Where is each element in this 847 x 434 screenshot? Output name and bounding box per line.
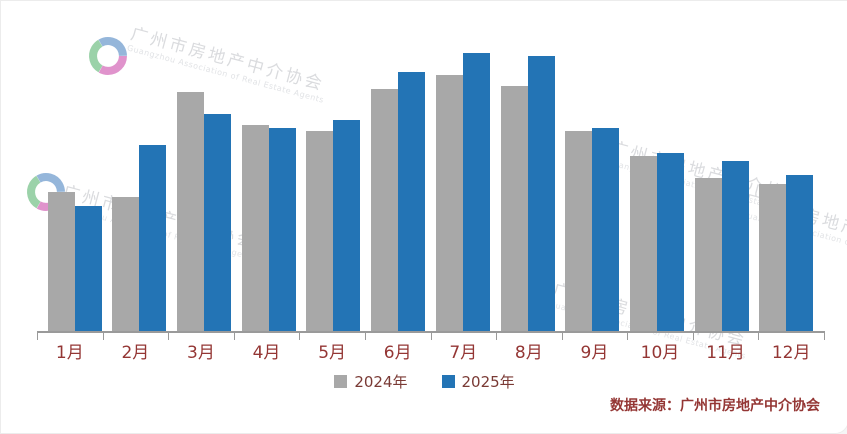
bar-2025年-7月 — [462, 52, 490, 331]
axis-tick — [627, 331, 629, 340]
bar-group-7月 — [435, 25, 490, 331]
x-label-9月: 9月 — [580, 343, 609, 363]
bar-2025年-9月 — [592, 127, 620, 331]
bar-2025年-6月 — [398, 72, 426, 331]
legend-swatch-icon — [441, 375, 455, 388]
axis-tick — [233, 331, 235, 340]
bar-group-6月 — [371, 25, 426, 331]
bar-group-10月 — [629, 25, 684, 331]
bar-2025年-4月 — [268, 127, 296, 331]
axis-tick — [561, 331, 563, 340]
bar-2024年-11月 — [694, 178, 722, 331]
x-label-1月: 1月 — [55, 343, 84, 363]
bar-2024年-8月 — [500, 86, 528, 331]
axis-tick — [168, 331, 170, 340]
bar-2025年-2月 — [139, 144, 167, 331]
x-label-12月: 12月 — [771, 343, 811, 363]
bar-group-1月 — [47, 25, 102, 331]
axis-tick — [299, 331, 301, 340]
bar-2024年-5月 — [306, 130, 334, 331]
bar-2025年-10月 — [656, 152, 684, 331]
x-label-7月: 7月 — [449, 343, 478, 363]
bar-2025年-3月 — [204, 114, 232, 331]
bar-group-11月 — [694, 25, 749, 331]
bar-2024年-3月 — [177, 91, 205, 331]
legend-item-2024年: 2024年 — [334, 371, 408, 392]
bar-group-12月 — [759, 25, 814, 331]
plot-area — [37, 25, 824, 333]
axis-tick — [496, 331, 498, 340]
axis-tick — [37, 331, 38, 340]
x-axis-ticks — [37, 331, 825, 340]
bar-2024年-7月 — [435, 75, 463, 331]
bar-2025年-12月 — [786, 175, 814, 331]
bar-2024年-12月 — [759, 183, 787, 331]
bar-group-9月 — [565, 25, 620, 331]
axis-tick — [102, 331, 104, 340]
bar-group-3月 — [177, 25, 232, 331]
legend-swatch-icon — [334, 375, 348, 388]
legend-label: 2024年 — [354, 373, 408, 391]
x-label-6月: 6月 — [383, 343, 412, 363]
bar-group-5月 — [306, 25, 361, 331]
x-label-10月: 10月 — [640, 343, 680, 363]
axis-tick — [430, 331, 432, 340]
data-source-label: 数据来源：广州市房地产中介协会 — [610, 398, 820, 414]
bar-2025年-5月 — [333, 119, 361, 331]
legend-item-2025年: 2025年 — [441, 371, 515, 392]
x-label-8月: 8月 — [514, 343, 543, 363]
bar-2024年-10月 — [629, 155, 657, 331]
bar-group-2月 — [112, 25, 167, 331]
axis-tick — [364, 331, 366, 340]
x-label-3月: 3月 — [187, 343, 215, 363]
axis-tick — [758, 331, 760, 340]
bar-2024年-4月 — [241, 125, 269, 331]
axis-tick — [692, 331, 694, 340]
legend: 2024年 2025年 — [1, 371, 847, 392]
bar-2025年-1月 — [74, 205, 102, 331]
bar-2024年-6月 — [371, 88, 399, 331]
axis-tick — [824, 331, 825, 340]
x-label-2月: 2月 — [121, 343, 150, 363]
bar-2025年-8月 — [527, 55, 555, 331]
x-label-4月: 4月 — [252, 343, 281, 363]
bar-2024年-9月 — [565, 130, 593, 331]
legend-label: 2025年 — [461, 373, 515, 391]
x-label-11月: 11月 — [706, 343, 745, 363]
x-label-5月: 5月 — [318, 343, 347, 363]
bar-2024年-2月 — [112, 197, 140, 331]
bar-group-8月 — [500, 25, 555, 331]
bar-group-4月 — [241, 25, 296, 331]
x-axis-labels: 1月 2月 3月 4月 5月 6月 7月 8月 9月 10月 11月 12月 — [37, 335, 824, 363]
bar-2024年-1月 — [47, 191, 75, 331]
bar-2025年-11月 — [721, 161, 749, 331]
